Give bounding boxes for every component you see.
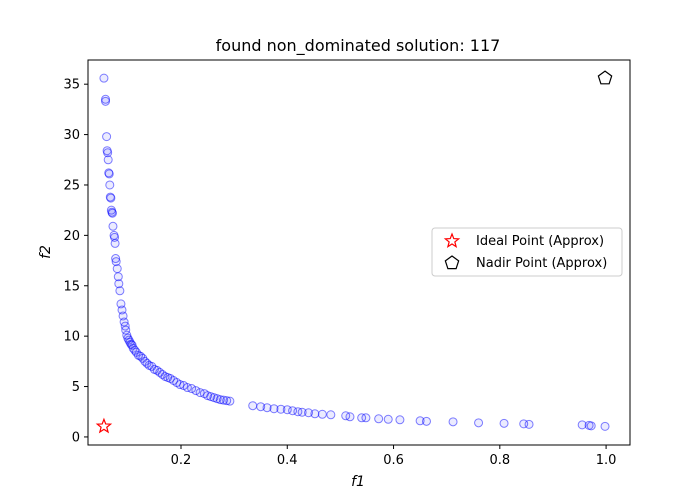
solution-point <box>114 279 124 289</box>
solution-point <box>101 96 111 106</box>
solution-point <box>297 407 307 417</box>
solution-point <box>474 418 484 428</box>
x-tick-label: 0.4 <box>277 453 298 468</box>
solution-point <box>191 386 201 396</box>
legend-nadir-marker <box>444 255 460 270</box>
solution-point <box>113 272 123 282</box>
y-axis-label: f2 <box>38 245 54 259</box>
legend-pentagon-icon <box>444 255 460 270</box>
y-tick-label: 0 <box>72 430 80 445</box>
solution-point <box>187 384 197 394</box>
solution-point <box>415 416 425 426</box>
legend-star-icon <box>443 232 461 249</box>
chart-title: found non_dominated solution: 117 <box>216 36 501 56</box>
legend-ideal-label: Ideal Point (Approx) <box>476 234 604 249</box>
solution-point <box>361 413 371 423</box>
solution-point <box>577 420 587 430</box>
y-tick-label: 35 <box>63 78 80 93</box>
y-axis-ticks: 0 5 10 15 20 25 30 35 <box>63 78 88 445</box>
solution-point <box>269 404 279 414</box>
solution-point <box>276 404 286 414</box>
solution-point <box>99 73 109 83</box>
solution-point <box>395 415 405 425</box>
plot-area <box>87 59 631 446</box>
solution-point <box>105 180 115 190</box>
legend-box <box>431 227 623 277</box>
solution-point <box>345 412 355 422</box>
solution-point <box>310 409 320 419</box>
solution-point <box>383 414 393 424</box>
solution-point <box>107 208 117 218</box>
y-tick-label: 30 <box>63 128 80 143</box>
solution-point <box>115 286 125 296</box>
x-tick-label: 0.8 <box>489 453 510 468</box>
nadir-point-marker <box>597 70 613 85</box>
legend-ideal-marker <box>443 232 461 249</box>
solution-point <box>106 193 116 203</box>
y-tick-label: 15 <box>63 279 80 294</box>
y-tick-label: 20 <box>63 229 80 244</box>
solution-point <box>326 410 336 420</box>
x-tick-label: 0.6 <box>383 453 404 468</box>
solution-point <box>103 155 113 165</box>
solution-point <box>448 417 458 427</box>
solution-point <box>111 254 121 264</box>
solution-point <box>103 148 113 158</box>
solution-point <box>110 238 120 248</box>
solution-point <box>222 396 232 406</box>
data-points <box>99 73 610 431</box>
legend-nadir-label: Nadir Point (Approx) <box>476 256 607 271</box>
y-tick-label: 5 <box>72 380 80 395</box>
solution-point <box>374 414 384 424</box>
solution-point <box>524 419 534 429</box>
y-tick-label: 25 <box>63 178 80 193</box>
solution-point <box>112 264 122 274</box>
legend: Ideal Point (Approx) Nadir Point (Approx… <box>431 227 623 277</box>
solution-point <box>499 418 509 428</box>
solution-point <box>586 421 596 431</box>
solution-point <box>225 396 235 406</box>
x-tick-label: 0.2 <box>171 453 192 468</box>
solution-point <box>421 416 431 426</box>
solution-point <box>104 169 114 179</box>
reference-points <box>95 70 613 434</box>
solution-point <box>600 421 610 431</box>
solution-point <box>262 403 272 413</box>
y-tick-label: 10 <box>63 330 80 345</box>
solution-point <box>248 401 258 411</box>
solution-point <box>102 132 112 142</box>
solution-point <box>111 257 121 267</box>
solution-point <box>317 409 327 419</box>
x-axis-label: f1 <box>351 474 365 490</box>
ideal-point-marker <box>95 417 113 434</box>
x-tick-label: 1.0 <box>596 453 617 468</box>
solution-point <box>108 221 118 231</box>
x-axis-ticks: 0.2 0.4 0.6 0.8 1.0 <box>171 445 617 468</box>
